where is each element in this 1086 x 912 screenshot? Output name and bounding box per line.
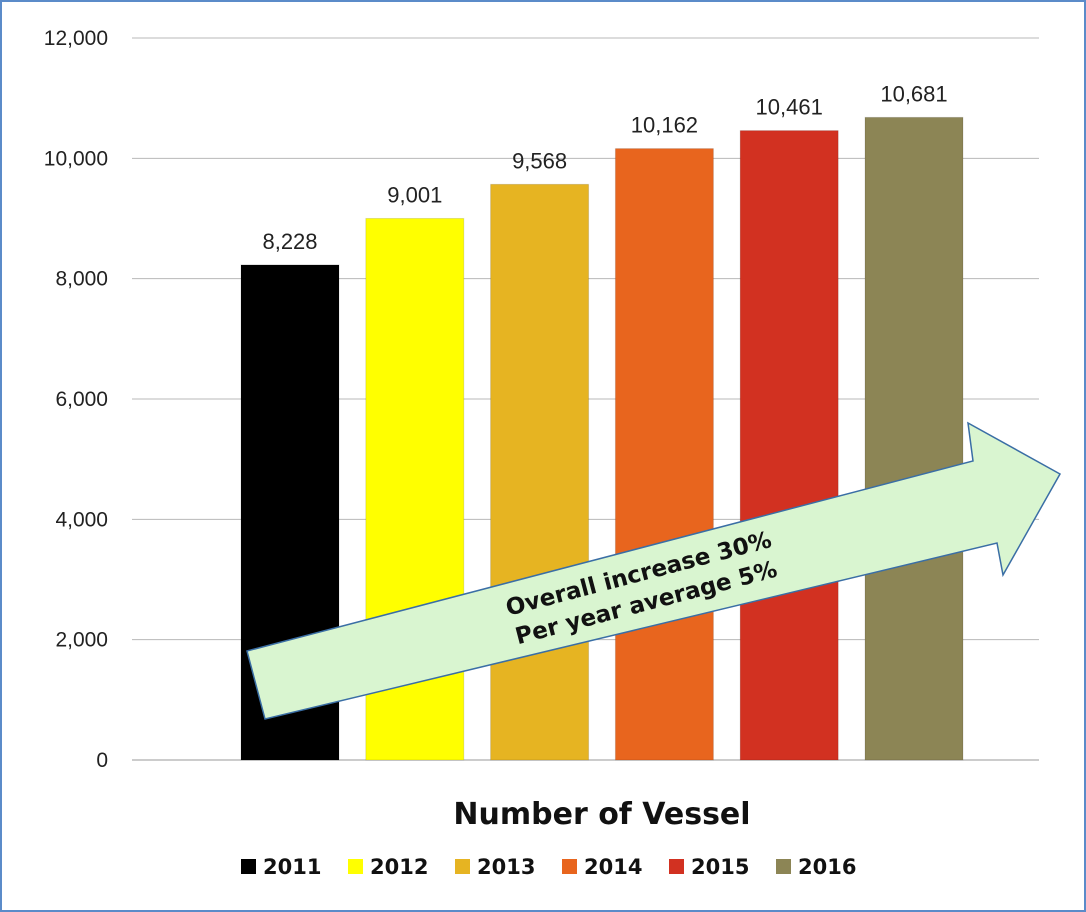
y-tick-label: 10,000 <box>44 147 108 170</box>
legend-label-2012: 2012 <box>370 855 428 879</box>
bar-2013 <box>490 183 590 761</box>
data-label-2011: 8,228 <box>262 229 317 254</box>
legend-swatch-2013 <box>455 859 470 874</box>
growth-arrow-shape <box>246 421 1062 720</box>
legend-label-2011: 2011 <box>263 855 321 879</box>
bars <box>240 116 964 761</box>
y-tick-label: 4,000 <box>55 508 108 531</box>
y-axis-ticks: 0 2,000 4,000 6,000 8,000 10,000 12,000 <box>44 27 108 772</box>
legend-swatch-2014 <box>562 859 577 874</box>
legend-swatch-2012 <box>348 859 363 874</box>
legend-swatch-2011 <box>241 859 256 874</box>
bar-2014 <box>614 148 714 761</box>
data-label-2014: 10,162 <box>631 113 698 138</box>
x-axis-title: Number of Vessel <box>453 797 750 832</box>
legend-label-2013: 2013 <box>477 855 535 879</box>
data-label-2015: 10,461 <box>756 95 823 120</box>
bar-2015 <box>739 130 839 761</box>
y-tick-label: 8,000 <box>55 268 108 291</box>
y-tick-label: 12,000 <box>44 27 108 50</box>
legend-label-2015: 2015 <box>691 855 749 879</box>
data-label-2013: 9,568 <box>512 148 567 173</box>
y-tick-label: 2,000 <box>55 629 108 652</box>
y-tick-label: 0 <box>96 749 108 772</box>
legend-label-2016: 2016 <box>798 855 856 879</box>
legend: 2011 2012 2013 2014 2015 2016 <box>241 855 856 879</box>
legend-swatch-2015 <box>669 859 684 874</box>
y-tick-label: 6,000 <box>55 388 108 411</box>
bar-2016 <box>864 116 964 761</box>
legend-label-2014: 2014 <box>584 855 642 879</box>
data-labels: 8,228 9,001 9,568 10,162 10,461 10,681 <box>262 81 947 254</box>
legend-swatch-2016 <box>776 859 791 874</box>
data-label-2012: 9,001 <box>387 182 442 207</box>
data-label-2016: 10,681 <box>880 81 947 106</box>
